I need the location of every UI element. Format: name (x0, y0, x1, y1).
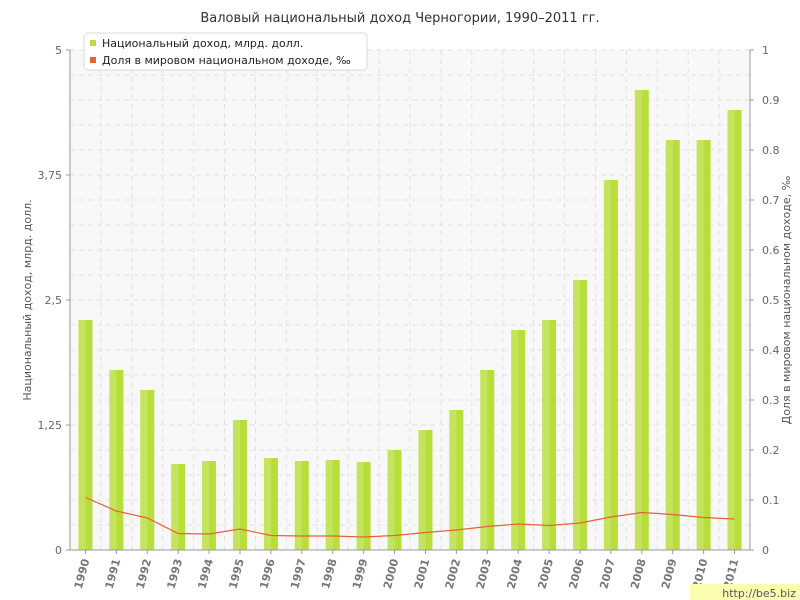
bar-1999 (356, 462, 371, 550)
bar-2008 (634, 90, 649, 550)
chart-title: Валовый национальный доход Черногории, 1… (200, 11, 599, 26)
bar-highlight (294, 461, 302, 550)
y-axis-right-title: Доля в мировом национальном доходе, ‰ (780, 175, 793, 424)
legend-swatch-income (90, 40, 96, 46)
bar-2000 (387, 450, 402, 550)
bar-highlight (171, 464, 179, 550)
bar-highlight (263, 458, 271, 550)
bar-highlight (356, 462, 364, 550)
y-right-tick-label: 0.5 (762, 294, 780, 307)
watermark-background (690, 584, 800, 600)
bar-1997 (294, 461, 309, 550)
y-left-tick-label: 0 (55, 544, 62, 557)
legend: Национальный доход, млрд. долл. Доля в м… (83, 32, 368, 71)
y-right-tick-label: 0.7 (762, 194, 780, 207)
bar-highlight (542, 320, 550, 550)
y-right-tick-label: 0.3 (762, 394, 780, 407)
bar-2007 (603, 180, 618, 550)
y-right-tick-label: 0.2 (762, 444, 780, 457)
y-right-tick-label: 0.4 (762, 344, 780, 357)
bar-highlight (109, 370, 117, 550)
bar-highlight (449, 410, 457, 550)
bar-1995 (233, 420, 247, 550)
y-left-tick-label: 1,25 (38, 419, 63, 432)
watermark-group: http://be5.biz (690, 584, 800, 600)
y-right-tick-label: 0.1 (762, 494, 780, 507)
bar-2009 (665, 140, 680, 550)
bar-2010 (696, 140, 711, 550)
bar-highlight (233, 420, 240, 550)
bar-2003 (480, 370, 495, 550)
share-line (85, 496, 735, 538)
y-axis-left-title: Национальный доход, млрд. долл. (21, 199, 34, 400)
bar-1994 (202, 461, 217, 550)
bar-highlight (665, 140, 673, 550)
watermark[interactable]: http://be5.biz (722, 587, 796, 600)
y-right-tick-label: 0.6 (762, 244, 780, 257)
y-left-tick-label: 2,5 (45, 294, 63, 307)
y-left-tick-label: 5 (55, 44, 62, 57)
y-left-tick-label: 3,75 (38, 169, 63, 182)
bar-1998 (325, 460, 340, 550)
line-series (85, 496, 735, 538)
legend-label-income: Национальный доход, млрд. долл. (102, 37, 303, 50)
bar-highlight (480, 370, 488, 550)
bar-1993 (171, 464, 186, 550)
bar-highlight (140, 390, 148, 550)
bar-series (78, 90, 742, 550)
y-right-tick-label: 0.8 (762, 144, 780, 157)
bar-2011 (727, 110, 742, 550)
bar-2005 (542, 320, 557, 550)
bar-highlight (573, 280, 580, 550)
y-right-tick-label: 0 (762, 544, 769, 557)
bar-1996 (263, 458, 278, 550)
legend-label-share: Доля в мировом национальном доходе, ‰ (102, 54, 351, 67)
bar-highlight (387, 450, 395, 550)
bar-highlight (325, 460, 333, 550)
bar-1991 (109, 370, 124, 550)
legend-swatch-share (90, 57, 96, 63)
bar-1990 (78, 320, 93, 550)
bar-highlight (603, 180, 611, 550)
bar-highlight (78, 320, 86, 550)
bar-highlight (634, 90, 642, 550)
bar-2001 (418, 430, 433, 550)
bar-2004 (511, 330, 526, 550)
y-right-tick-label: 1 (762, 44, 769, 57)
bar-2002 (449, 410, 464, 550)
bar-highlight (511, 330, 519, 550)
bar-highlight (727, 110, 735, 550)
y-right-tick-label: 0.9 (762, 94, 780, 107)
bar-highlight (418, 430, 426, 550)
legend-box (83, 32, 368, 71)
bar-highlight (202, 461, 210, 550)
bar-2006 (573, 280, 587, 550)
bar-1992 (140, 390, 155, 550)
gridlines (70, 49, 750, 550)
bar-highlight (696, 140, 704, 550)
